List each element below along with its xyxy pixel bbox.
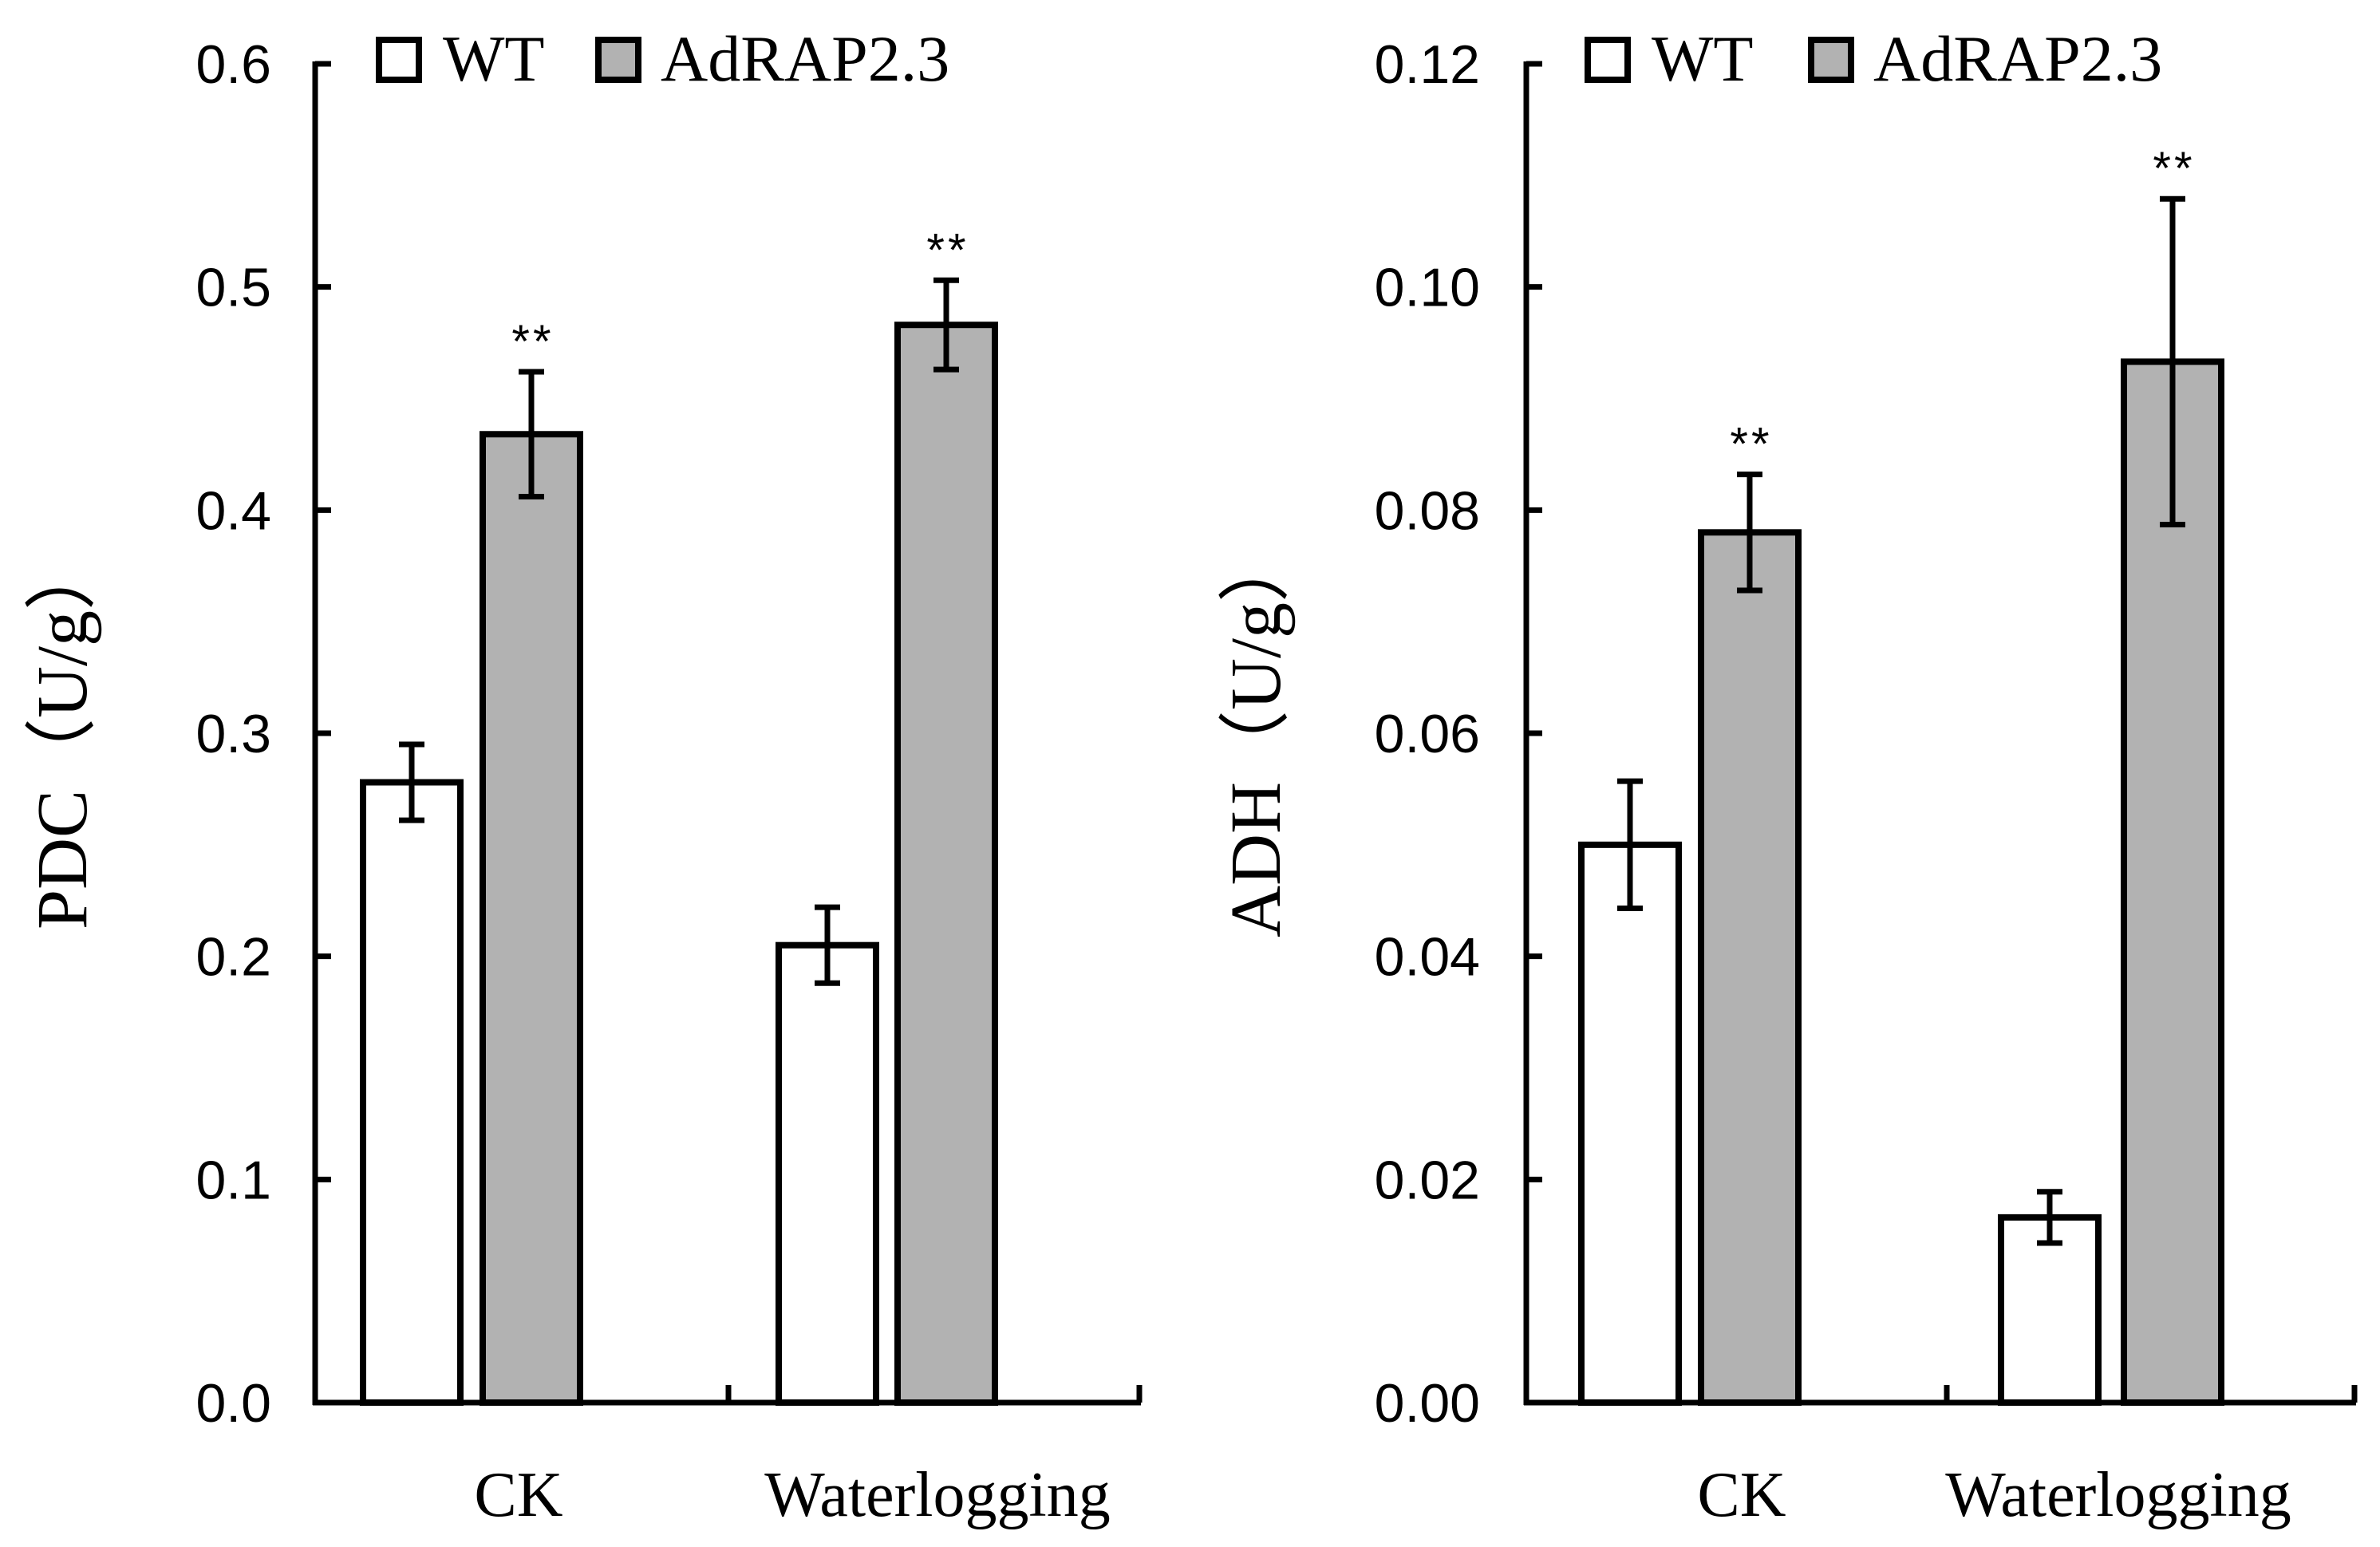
x-category-label: Waterlogging bbox=[1945, 1460, 2291, 1530]
pdc-chart: 0.0 0.1 0.2 0.3 0.4 0.5 0.6 PDC（U/g） ** ** CK Water… bbox=[23, 22, 1143, 1530]
legend-swatch-wt bbox=[1585, 37, 1631, 83]
bar-mutant-1 bbox=[2121, 358, 2224, 1407]
significance-label: ** bbox=[926, 224, 969, 276]
significance-label: ** bbox=[1730, 419, 1772, 471]
y-tick-label: 0.6 bbox=[195, 34, 271, 95]
legend-label: WT bbox=[443, 22, 544, 95]
legend-label: WT bbox=[1652, 22, 1753, 95]
y-tick-label: 0.02 bbox=[1375, 1150, 1480, 1210]
y-tick-label: 0.1 bbox=[195, 1150, 271, 1210]
x-category-label: CK bbox=[474, 1460, 562, 1530]
bar-mutant-1 bbox=[894, 322, 998, 1407]
legend-swatch-wt bbox=[376, 37, 422, 83]
y-tick-label: 0.12 bbox=[1375, 34, 1480, 95]
y-tick-label: 0.0 bbox=[195, 1373, 271, 1434]
legend-label: AdRAP2.3 bbox=[661, 22, 949, 95]
y-tick-label: 0.2 bbox=[195, 927, 271, 988]
y-tick-label: 0.5 bbox=[195, 258, 271, 318]
significance-label: ** bbox=[2153, 143, 2195, 195]
legend-label: AdRAP2.3 bbox=[1873, 22, 2162, 95]
y-tick-label: 0.08 bbox=[1375, 480, 1480, 541]
bar-wt-0 bbox=[1578, 841, 1682, 1407]
bar-mutant-0 bbox=[1698, 529, 1802, 1406]
x-category-label: CK bbox=[1697, 1460, 1786, 1530]
adh-chart: 0.00 0.02 0.04 0.06 0.08 0.10 0.12 ADH（U/g） ** **… bbox=[1217, 22, 2358, 1530]
y-tick-label: 0.3 bbox=[195, 704, 271, 764]
y-tick-label: 0.10 bbox=[1375, 258, 1480, 318]
bar-wt-0 bbox=[360, 779, 464, 1406]
y-axis-title: PDC（U/g） bbox=[23, 539, 102, 929]
y-tick-label: 0.00 bbox=[1375, 1373, 1480, 1434]
bar-mutant-0 bbox=[480, 431, 583, 1406]
y-tick-label: 0.06 bbox=[1375, 704, 1480, 764]
bar-wt-1 bbox=[776, 941, 879, 1406]
y-axis-title: ADH（U/g） bbox=[1217, 531, 1296, 937]
y-tick-label: 0.4 bbox=[195, 480, 271, 541]
legend-swatch-mutant bbox=[1808, 37, 1854, 83]
legend-swatch-mutant bbox=[595, 37, 641, 83]
y-tick-label: 0.04 bbox=[1375, 927, 1480, 988]
significance-label: ** bbox=[511, 316, 554, 368]
x-category-label: Waterlogging bbox=[764, 1460, 1110, 1530]
